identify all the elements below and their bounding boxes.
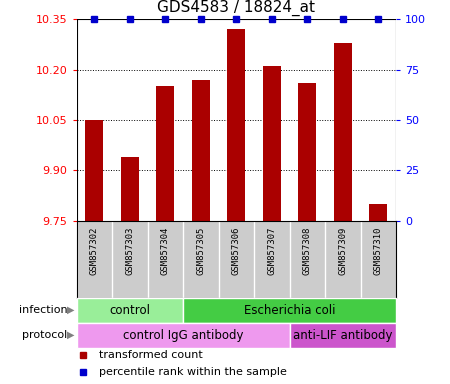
Text: Escherichia coli: Escherichia coli: [244, 304, 335, 316]
Text: control: control: [109, 304, 150, 316]
Bar: [183, 298, 396, 323]
Text: infection: infection: [19, 305, 68, 315]
Text: GSM857310: GSM857310: [374, 227, 383, 275]
Text: GSM857308: GSM857308: [303, 227, 312, 275]
Text: GSM857302: GSM857302: [90, 227, 99, 275]
Bar: [86, 120, 103, 221]
Text: GSM857303: GSM857303: [125, 227, 134, 275]
Bar: [157, 86, 174, 221]
Text: GSM857305: GSM857305: [196, 227, 205, 275]
Bar: [76, 298, 183, 323]
Bar: [227, 29, 245, 221]
Title: GDS4583 / 18824_at: GDS4583 / 18824_at: [157, 0, 315, 17]
Bar: [192, 80, 210, 221]
Text: GSM857307: GSM857307: [267, 227, 276, 275]
Text: GSM857304: GSM857304: [161, 227, 170, 275]
Text: ▶: ▶: [67, 305, 74, 315]
Bar: [289, 323, 396, 348]
Bar: [334, 43, 351, 221]
Text: transformed count: transformed count: [99, 350, 202, 360]
Text: GSM857309: GSM857309: [338, 227, 347, 275]
Text: GSM857306: GSM857306: [232, 227, 241, 275]
Text: control IgG antibody: control IgG antibody: [123, 329, 243, 341]
Bar: [298, 83, 316, 221]
Text: ▶: ▶: [67, 330, 74, 340]
Bar: [121, 157, 139, 221]
Text: protocol: protocol: [22, 330, 68, 340]
Bar: [369, 204, 387, 221]
Bar: [263, 66, 281, 221]
Bar: [76, 323, 289, 348]
Text: percentile rank within the sample: percentile rank within the sample: [99, 367, 287, 377]
Text: anti-LIF antibody: anti-LIF antibody: [293, 329, 392, 341]
